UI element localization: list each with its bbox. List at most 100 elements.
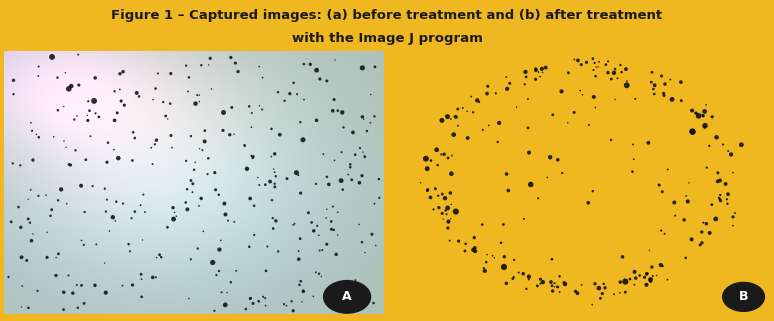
Point [213, 192, 225, 197]
Point [615, 62, 627, 67]
Point [12, 204, 25, 210]
Point [352, 289, 365, 294]
Point [98, 261, 111, 266]
Point [711, 135, 723, 140]
Point [562, 70, 574, 75]
Point [188, 167, 200, 172]
Point [82, 99, 94, 104]
Point [680, 255, 692, 260]
Point [252, 299, 265, 304]
Point [6, 161, 19, 166]
Point [686, 108, 698, 113]
Point [572, 58, 584, 63]
Point [44, 213, 57, 218]
Point [185, 257, 197, 262]
Point [627, 142, 639, 147]
Point [273, 132, 286, 137]
Point [245, 296, 257, 301]
Point [107, 215, 119, 220]
Point [247, 301, 259, 306]
Point [110, 199, 122, 204]
Point [259, 296, 272, 301]
Point [78, 301, 91, 306]
Point [108, 118, 121, 123]
Point [149, 275, 162, 280]
Point [717, 142, 729, 147]
Point [698, 109, 711, 114]
Point [41, 255, 53, 260]
Point [166, 145, 178, 150]
Point [313, 76, 326, 82]
Point [269, 151, 281, 156]
Point [615, 70, 628, 75]
Point [539, 65, 552, 70]
Point [195, 196, 207, 201]
Point [571, 291, 584, 296]
Point [628, 157, 640, 162]
Point [25, 187, 37, 192]
Point [272, 90, 284, 95]
Point [330, 252, 342, 257]
Point [568, 57, 580, 62]
Point [114, 87, 126, 92]
Point [253, 103, 265, 108]
Point [323, 182, 335, 187]
Point [293, 248, 305, 254]
Point [331, 232, 344, 238]
Point [559, 282, 571, 287]
Point [658, 93, 670, 98]
Point [478, 265, 490, 271]
Point [481, 91, 493, 96]
Point [438, 152, 450, 157]
Point [266, 215, 279, 221]
Point [269, 169, 281, 175]
Point [51, 75, 63, 80]
Point [183, 296, 195, 301]
Point [331, 210, 344, 215]
Point [33, 64, 45, 69]
Point [497, 222, 509, 227]
Point [135, 272, 147, 277]
Point [47, 134, 60, 139]
Point [264, 179, 276, 184]
Point [522, 277, 535, 282]
Point [310, 68, 323, 73]
Point [244, 196, 256, 201]
Point [602, 70, 615, 75]
Point [727, 214, 739, 220]
Point [313, 233, 325, 238]
Point [116, 283, 128, 288]
Point [269, 218, 282, 223]
Point [598, 281, 610, 286]
Point [221, 290, 233, 295]
Point [245, 125, 258, 130]
Point [653, 182, 666, 187]
Point [24, 220, 36, 225]
Point [664, 77, 676, 82]
Point [678, 217, 690, 222]
Point [436, 118, 448, 123]
Point [84, 108, 96, 113]
Point [252, 175, 264, 180]
Point [621, 83, 633, 88]
Point [265, 154, 278, 159]
Point [295, 279, 307, 284]
Point [39, 193, 52, 198]
Point [425, 158, 437, 163]
Point [508, 274, 520, 280]
Point [488, 255, 501, 260]
Point [546, 112, 559, 117]
Point [127, 130, 139, 135]
Point [232, 69, 245, 74]
Point [71, 305, 84, 310]
Point [500, 74, 512, 80]
Point [22, 197, 34, 202]
Point [545, 280, 557, 285]
Point [593, 59, 605, 65]
Point [609, 97, 622, 102]
Point [629, 275, 642, 281]
Point [436, 211, 448, 216]
Point [89, 75, 101, 81]
Point [46, 207, 58, 212]
Point [690, 111, 703, 116]
